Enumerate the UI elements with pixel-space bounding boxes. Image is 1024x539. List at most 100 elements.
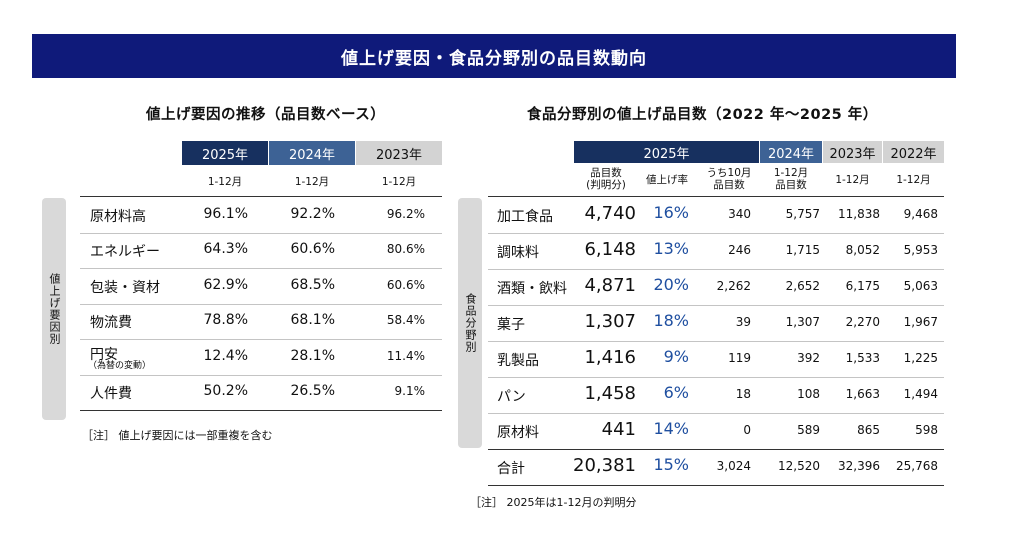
right-row-2022: 9,468 [903,207,938,221]
left-table-top-rule [80,196,442,197]
right-row-oct: 3,024 [716,459,751,473]
page-banner-title: 値上げ要因・食品分野別の品目数動向 [32,34,956,78]
right-row-2023: 1,663 [845,387,880,401]
right-row-2022: 25,768 [896,459,938,473]
right-note: ［注］ 2025年は1-12月の判明分 [470,496,637,509]
right-row-2023: 32,396 [838,459,880,473]
left-period-2024: 1-12月 [294,176,330,188]
right-row-items: 1,307 [584,311,636,332]
right-header-2022: 2022年 [883,141,944,163]
right-row-divider [488,305,944,306]
left-header-2025: 2025年 [182,141,268,165]
right-row-oct: 246 [728,243,751,257]
right-row-label: 乳製品 [497,353,539,369]
left-row-value-2023: 60.6% [386,277,425,292]
right-row-2022: 5,953 [903,243,938,257]
left-row-value-2023: 9.1% [394,384,426,399]
right-row-2024: 5,757 [785,207,820,221]
right-row-divider [488,269,944,270]
left-period-2023: 1-12月 [381,176,417,188]
right-row-2024: 392 [797,351,820,365]
right-row-items: 4,871 [584,275,636,296]
left-row-divider [80,303,442,305]
right-subheader-oct: うち10月 品目数 [706,167,752,191]
left-row-value-2023: 80.6% [386,242,425,257]
right-row-2024: 2,652 [785,279,820,293]
right-row-divider [488,341,944,342]
right-row-2022: 1,225 [903,351,938,365]
left-row-value-2025: 78.8% [203,312,248,329]
right-row-oct: 39 [735,315,751,329]
left-row-value-2024: 92.2% [290,205,335,222]
right-row-2022: 1,494 [903,387,938,401]
left-row-label: エネルギー [90,244,160,261]
right-row-label: パン [497,389,526,405]
left-row-value-2024: 60.6% [290,241,335,258]
left-row-value-2023: 11.4% [386,348,425,363]
left-row-divider [80,374,442,376]
left-row-value-2025: 12.4% [203,347,248,364]
left-row-divider [80,232,442,234]
right-subheader-2022: 1-12月 [896,174,931,186]
right-subheader-rate: 値上げ率 [646,174,688,186]
right-row-rate: 15% [653,455,689,474]
right-row-oct: 119 [728,351,751,365]
right-subtitle: 食品分野別の値上げ品目数（2022 年～2025 年） [527,107,878,123]
right-row-items: 4,740 [584,203,636,224]
right-row-oct: 2,262 [716,279,751,293]
left-row-divider [80,410,442,411]
right-row-divider [488,377,944,378]
left-row-label: 物流費 [90,315,132,332]
left-row-divider [80,268,442,269]
right-total-top-rule [488,449,944,450]
right-row-2023: 865 [857,423,880,437]
left-row-sublabel: （為替の変動） [88,360,152,371]
right-row-divider [488,413,944,414]
right-subheader-2023: 1-12月 [835,174,870,186]
left-row-value-2025: 96.1% [203,205,248,222]
left-row-label: 原材料高 [90,208,146,225]
right-row-2023: 2,270 [845,315,880,329]
right-subheader-2024: 1-12月 品目数 [773,167,809,191]
right-subheader-items: 品目数 (判明分) [586,167,626,191]
right-row-items: 1,458 [584,383,636,404]
right-header-2025: 2025年 [574,141,759,163]
right-row-rate: 18% [653,311,689,330]
left-subtitle: 値上げ要因の推移（品目数ベース） [146,107,386,123]
left-note: ［注］ 値上げ要因には一部重複を含む [82,429,273,442]
right-row-2023: 11,838 [838,207,880,221]
left-header-2023: 2023年 [356,141,442,165]
right-row-label: 合計 [497,461,525,477]
left-row-label: 人件費 [90,386,132,403]
right-row-2024: 589 [797,423,820,437]
right-row-2023: 8,052 [845,243,880,257]
right-row-2024: 1,307 [785,315,820,329]
right-row-rate: 6% [663,383,689,402]
right-row-items: 1,416 [584,347,636,368]
left-row-value-2023: 58.4% [386,313,425,328]
left-period-2025: 1-12月 [207,176,243,188]
left-row-value-2024: 68.5% [290,276,335,293]
right-row-2022: 598 [915,423,938,437]
left-row-value-2024: 68.1% [290,312,335,329]
right-row-2022: 5,063 [903,279,938,293]
right-row-rate: 14% [653,419,689,438]
left-row-label: 円安 [90,346,118,363]
right-row-items: 20,381 [573,455,636,476]
right-row-label: 菓子 [497,317,525,333]
left-row-value-2023: 96.2% [386,206,425,221]
left-header-2024: 2024年 [269,141,355,165]
left-row-divider [80,339,442,340]
right-table-bottom-rule [488,485,944,486]
right-row-2024: 108 [797,387,820,401]
right-row-items: 441 [601,419,636,440]
left-row-value-2025: 50.2% [203,383,248,400]
right-row-label: 加工食品 [497,209,553,225]
right-header-2024: 2024年 [760,141,822,163]
left-row-value-2024: 26.5% [290,383,335,400]
right-row-2023: 6,175 [845,279,880,293]
right-row-divider [488,233,944,234]
right-row-label: 調味料 [497,245,539,261]
right-row-rate: 20% [653,275,689,294]
left-row-value-2025: 62.9% [203,276,248,293]
